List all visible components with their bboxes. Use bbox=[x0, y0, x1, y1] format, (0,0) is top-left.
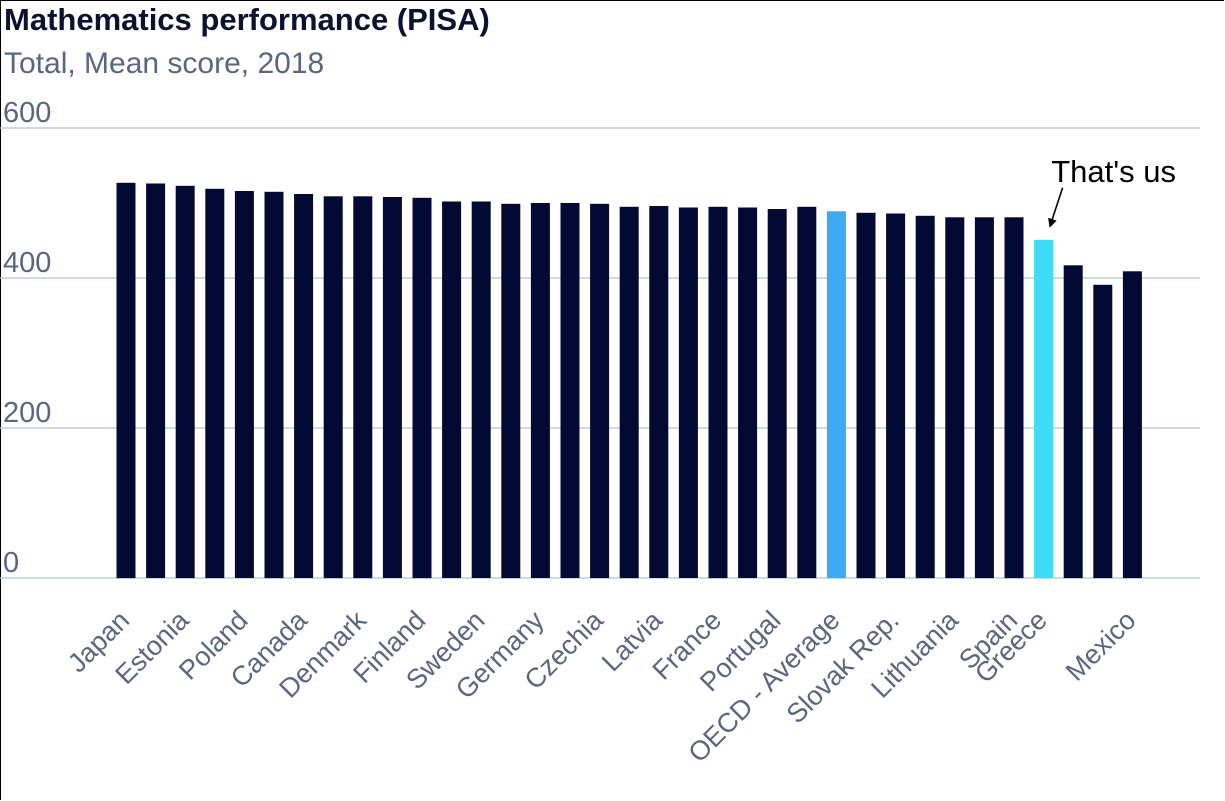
bar-slovak-rep bbox=[886, 213, 906, 578]
bar-hungary bbox=[974, 217, 994, 579]
chart-subtitle: Total, Mean score, 2018 bbox=[4, 47, 325, 80]
bar-france bbox=[708, 206, 728, 579]
y-axis-ticks: 0 200 400 600 bbox=[3, 97, 51, 579]
bar-colombia bbox=[1093, 284, 1113, 579]
bar-korea bbox=[146, 183, 166, 578]
bar-chile bbox=[1063, 265, 1083, 579]
x-axis-labels: JapanEstoniaPolandCanadaDenmarkFinlandSw… bbox=[62, 604, 1142, 768]
bar-mexico bbox=[1122, 271, 1142, 579]
bar-united-kingdom bbox=[442, 201, 462, 578]
bar-australia bbox=[738, 207, 758, 578]
bar-austria bbox=[501, 203, 521, 579]
bar-estonia bbox=[175, 185, 195, 579]
annotation-text: That's us bbox=[1051, 154, 1176, 189]
bar-latvia bbox=[649, 206, 669, 578]
bar-czechia bbox=[590, 203, 610, 579]
annotation-arrow-icon bbox=[1048, 217, 1057, 228]
bar-new-zealand bbox=[619, 206, 639, 579]
bar-germany bbox=[530, 203, 550, 578]
bar-greece bbox=[1034, 239, 1054, 579]
bar-iceland bbox=[797, 206, 817, 579]
bar-canada bbox=[294, 194, 314, 578]
y-tick-label-400: 400 bbox=[3, 247, 51, 279]
y-tick-label-600: 600 bbox=[3, 97, 51, 129]
bar-finland bbox=[412, 197, 432, 579]
bar-poland bbox=[234, 191, 254, 578]
y-tick-label-0: 0 bbox=[3, 547, 19, 579]
bar-denmark bbox=[353, 196, 373, 579]
bar-spain bbox=[1004, 217, 1024, 579]
x-tick-label-mexico: Mexico bbox=[1060, 605, 1142, 687]
bar-belgium bbox=[382, 197, 402, 578]
bar-sweden bbox=[471, 201, 491, 578]
bar-lithuania bbox=[945, 217, 965, 579]
y-tick-label-200: 200 bbox=[3, 397, 51, 429]
annotation-arrow-line bbox=[1050, 187, 1064, 223]
bar-slovenia bbox=[323, 196, 343, 579]
bar-oecd-average bbox=[826, 211, 846, 579]
bar-norway bbox=[678, 207, 698, 578]
chart-title: Mathematics performance (PISA) bbox=[4, 2, 490, 37]
bar-italy bbox=[856, 212, 876, 579]
annotation: That's us bbox=[1048, 154, 1176, 228]
bar-japan bbox=[116, 182, 136, 579]
bar-netherlands bbox=[205, 188, 225, 579]
bar-portugal bbox=[767, 209, 787, 578]
bar-switzerland bbox=[264, 191, 284, 579]
bar-ireland bbox=[560, 203, 580, 578]
bars bbox=[116, 182, 1142, 579]
bar-luxembourg bbox=[915, 215, 935, 579]
